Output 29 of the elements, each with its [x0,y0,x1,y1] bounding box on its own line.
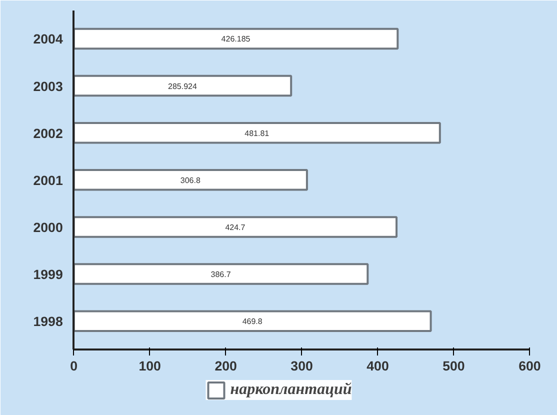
y-tick-label: 2002 [33,126,63,141]
y-tick-label: 1998 [33,314,63,330]
data-label: 424.7 [225,222,246,232]
legend-label: наркоплантаций [230,381,352,399]
bar [72,169,308,191]
x-tick-label: 500 [442,358,465,374]
data-label: 285.924 [168,82,198,91]
data-label: 481.81 [244,128,270,138]
bar [72,310,432,332]
data-label: 426.185 [221,34,251,44]
bar [72,74,292,97]
y-tick-label: 1999 [33,267,63,282]
x-tick-label: 400 [366,358,389,374]
bar [72,28,399,50]
bar [72,216,398,238]
bar [72,122,441,144]
y-tick-label: 2004 [33,32,64,47]
x-tick-label: 200 [214,358,237,374]
x-tick-label: 600 [518,358,541,374]
data-label: 386.7 [210,270,232,280]
x-tick-label: 100 [138,358,161,374]
bar [72,263,369,285]
x-tick-label: 300 [290,358,313,374]
y-tick-label: 2001 [33,172,64,188]
x-tick-label: 0 [70,358,78,374]
y-tick-label: 2000 [33,220,63,235]
data-label: 306.8 [180,176,201,185]
y-tick-label: 2003 [33,78,63,94]
data-label: 469.8 [242,317,263,326]
